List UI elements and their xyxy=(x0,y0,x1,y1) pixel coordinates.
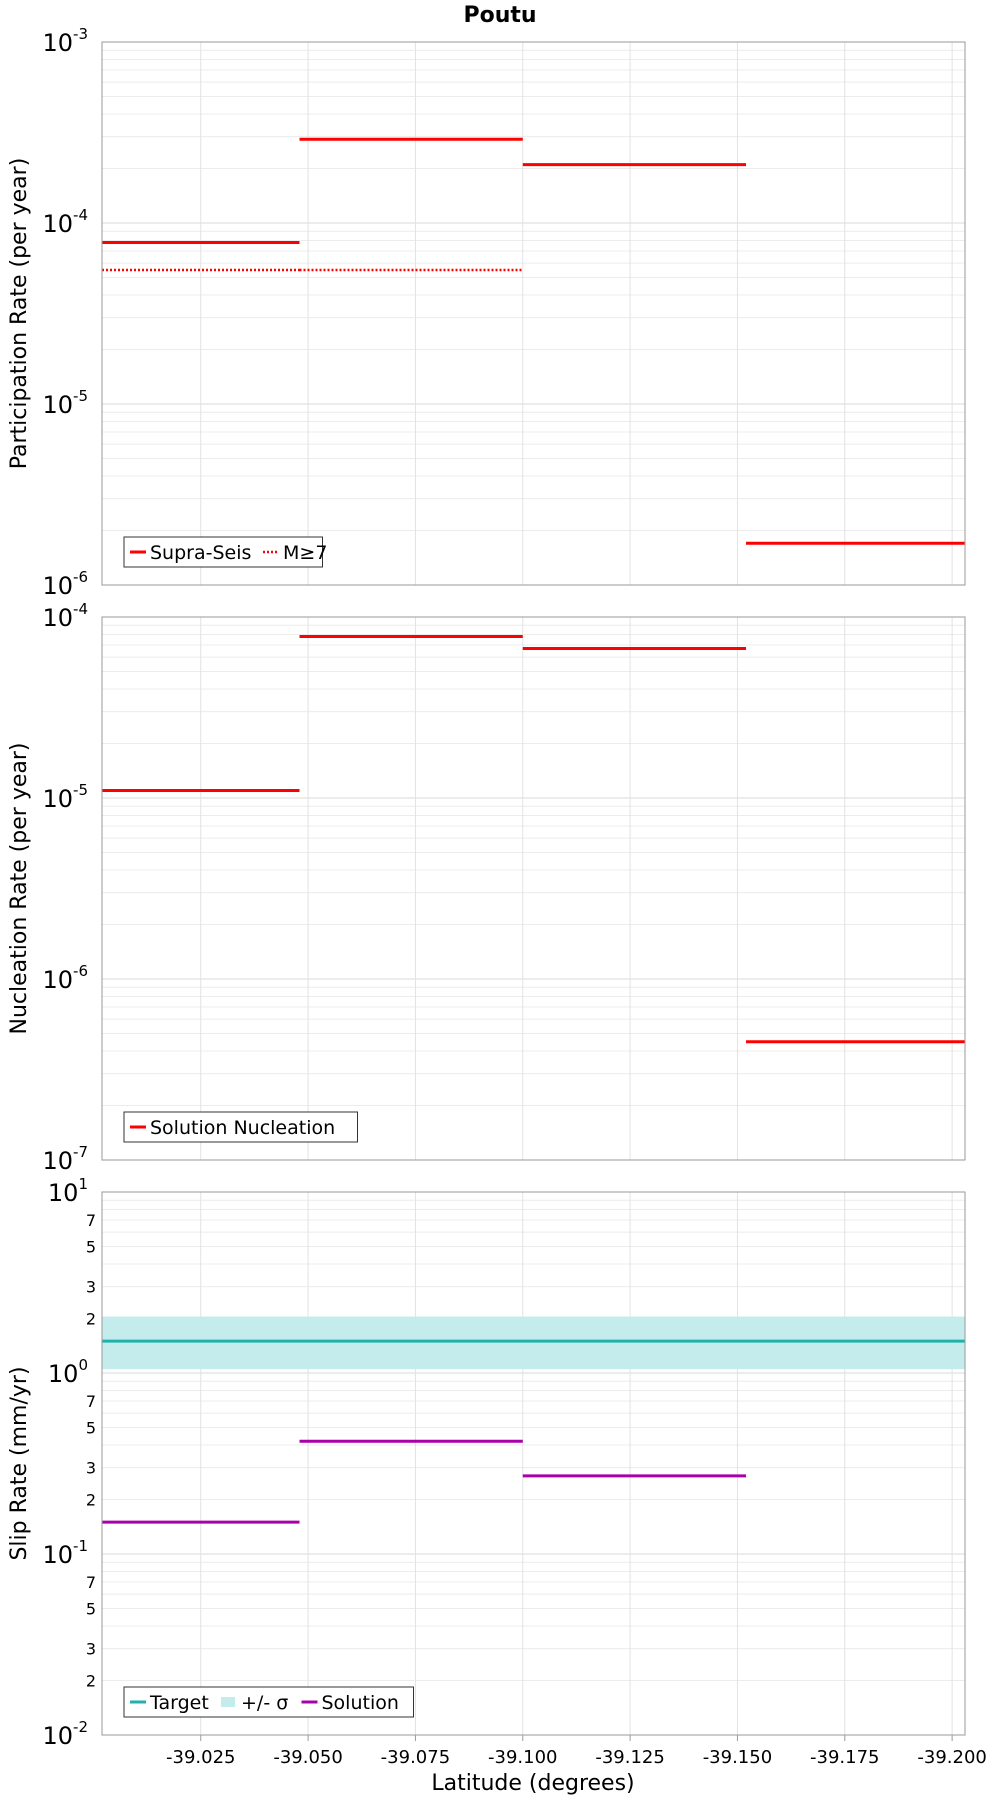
y-minor-tick-label: 5 xyxy=(86,1418,96,1437)
series-solution-nucleation xyxy=(102,635,965,1044)
x-tick-label: -39.125 xyxy=(595,1747,664,1768)
y-minor-tick-label: 2 xyxy=(86,1491,96,1510)
x-tick-label: -39.150 xyxy=(703,1747,772,1768)
y-tick-label: 101 xyxy=(48,1175,88,1207)
x-tick-label: -39.175 xyxy=(810,1747,879,1768)
series-supra-seis xyxy=(102,137,965,545)
chart-panel-2: 10-4 10-5 10-6 10-7 Nucleation Rate (per yea… xyxy=(7,600,966,1175)
x-tick-label: -39.050 xyxy=(273,1747,342,1768)
y-axis-label: Nucleation Rate (per year) xyxy=(7,743,32,1035)
y-tick-label: 10-3 xyxy=(42,25,88,57)
y-tick-label: 10-6 xyxy=(42,568,88,600)
y-tick-label: 10-2 xyxy=(42,1718,88,1750)
y-axis-label: Participation Rate (per year) xyxy=(7,158,32,470)
chart-panels: 10-3 10-4 10-5 10-6 Participation Rate (per … xyxy=(7,25,966,1750)
legend-swatch xyxy=(221,1697,235,1707)
plot-area xyxy=(102,1192,965,1735)
y-tick-label: 10-6 xyxy=(42,962,88,994)
legend-box xyxy=(123,1111,358,1143)
legend-box xyxy=(123,1686,414,1718)
legend: Target +/- σ Solution xyxy=(123,1686,414,1718)
legend: Supra-Seis M≥7 xyxy=(123,536,327,568)
y-minor-tick-label: 7 xyxy=(86,1392,96,1411)
x-tick-label: -39.025 xyxy=(166,1747,235,1768)
legend-label: +/- σ xyxy=(241,1692,288,1714)
y-axis-label: Slip Rate (mm/yr) xyxy=(7,1366,32,1560)
y-tick-label: 10-4 xyxy=(42,206,88,238)
plot-area xyxy=(102,42,965,585)
chart-panel-3: 101 100 10-1 10-2 7 5 3 2 7 5 3 2 7 5 3 2 Slip Rate (mm/… xyxy=(7,1175,966,1750)
legend-box xyxy=(123,536,323,568)
chart-panel-1: 10-3 10-4 10-5 10-6 Participation Rate (per … xyxy=(7,25,966,600)
legend: Solution Nucleation xyxy=(123,1111,358,1143)
x-tick-label: -39.100 xyxy=(488,1747,557,1768)
legend-label: Supra-Seis xyxy=(150,542,251,564)
y-tick-label: 10-5 xyxy=(42,781,88,813)
plot-area xyxy=(102,617,965,1160)
y-minor-tick-label: 2 xyxy=(86,1672,96,1691)
plot-frame xyxy=(101,41,966,586)
y-minor-tick-label: 3 xyxy=(86,1640,96,1659)
y-minor-tick-label: 3 xyxy=(86,1459,96,1478)
x-tick-label: -39.200 xyxy=(917,1747,986,1768)
plot-frame xyxy=(101,1191,966,1736)
legend-label: Solution xyxy=(322,1692,399,1714)
series-solution xyxy=(102,1439,747,1524)
plot-frame xyxy=(101,616,966,1161)
legend-label: Target xyxy=(149,1692,209,1714)
y-minor-tick-label: 3 xyxy=(86,1278,96,1297)
chart-title: Poutu xyxy=(463,3,536,28)
y-tick-label: 100 xyxy=(48,1356,88,1388)
y-minor-tick-label: 5 xyxy=(86,1237,96,1256)
y-minor-tick-label: 7 xyxy=(86,1211,96,1230)
y-minor-tick-label: 5 xyxy=(86,1599,96,1618)
x-axis-label: Latitude (degrees) xyxy=(431,1771,634,1796)
x-tick-label: -39.075 xyxy=(381,1747,450,1768)
y-tick-label: 10-1 xyxy=(42,1537,88,1569)
y-minor-tick-label: 2 xyxy=(86,1310,96,1329)
y-tick-label: 10-4 xyxy=(42,600,88,632)
legend-label: M≥7 xyxy=(283,542,327,564)
sigma-band xyxy=(102,1316,965,1370)
legend-label: Solution Nucleation xyxy=(150,1117,335,1139)
y-tick-label: 10-5 xyxy=(42,387,88,419)
y-tick-label: 10-7 xyxy=(42,1143,88,1175)
y-minor-tick-label: 7 xyxy=(86,1573,96,1592)
x-axis: -39.025 -39.050 -39.075 -39.100 -39.125 -39.1… xyxy=(166,1735,987,1768)
